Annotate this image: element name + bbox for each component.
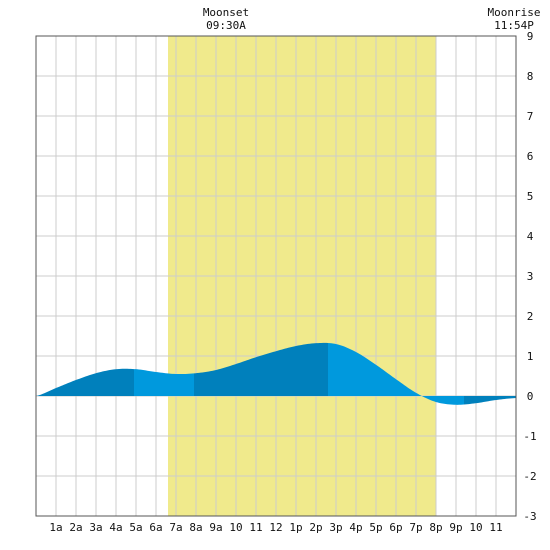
x-tick-label: 12 xyxy=(269,521,282,534)
x-tick-label: 11 xyxy=(489,521,502,534)
x-tick-label: 4a xyxy=(109,521,122,534)
y-tick-label: 4 xyxy=(527,230,534,243)
y-tick-label: -2 xyxy=(523,470,536,483)
y-axis-tick-labels: -3 -2 -1 0 1 2 3 4 5 6 7 8 9 xyxy=(523,30,536,523)
x-tick-label: 6p xyxy=(389,521,402,534)
x-tick-label: 10 xyxy=(229,521,242,534)
y-tick-label: 8 xyxy=(527,70,534,83)
x-tick-label: 5p xyxy=(369,521,382,534)
y-tick-label: -1 xyxy=(523,430,536,443)
y-tick-label: 6 xyxy=(527,150,534,163)
x-tick-label: 7a xyxy=(169,521,182,534)
tide-band xyxy=(134,369,194,396)
plot-frame xyxy=(35,35,517,517)
tide-area xyxy=(36,342,516,405)
x-tick-label: 1a xyxy=(49,521,62,534)
x-tick-label: 10 xyxy=(469,521,482,534)
y-tick-label: 5 xyxy=(527,190,534,203)
tide-band xyxy=(328,342,464,405)
x-tick-label: 2a xyxy=(69,521,82,534)
x-tick-label: 2p xyxy=(309,521,322,534)
x-tick-label: 5a xyxy=(129,521,142,534)
x-tick-label: 8p xyxy=(429,521,442,534)
y-tick-label: 9 xyxy=(527,30,534,43)
tide-band xyxy=(464,396,516,405)
x-axis-tick-labels: 1a 2a 3a 4a 5a 6a 7a 8a 9a 10 11 12 1p 2p 3p 4p 5p 6p 7p 8p… xyxy=(49,521,502,534)
tide-band xyxy=(194,342,328,396)
y-tick-label: 1 xyxy=(527,350,534,363)
x-tick-label: 4p xyxy=(349,521,362,534)
x-tick-label: 9p xyxy=(449,521,462,534)
moon-event-time: 11:54P xyxy=(494,19,534,32)
moon-event-time: 09:30A xyxy=(206,19,246,32)
x-tick-label: 1p xyxy=(289,521,302,534)
grid-lines xyxy=(35,35,517,517)
y-tick-label: 7 xyxy=(527,110,534,123)
tide-band xyxy=(36,368,134,396)
moon-event-label: Moonset xyxy=(203,6,249,19)
plot-border xyxy=(35,35,517,517)
x-tick-label: 11 xyxy=(249,521,262,534)
moon-event-label: Moonrise xyxy=(488,6,541,19)
y-tick-label: 2 xyxy=(527,310,534,323)
x-tick-label: 3a xyxy=(89,521,102,534)
y-tick-label: 3 xyxy=(527,270,534,283)
x-tick-label: 9a xyxy=(209,521,222,534)
x-tick-label: 7p xyxy=(409,521,422,534)
x-tick-label: 3p xyxy=(329,521,342,534)
y-tick-label: -3 xyxy=(523,510,536,523)
x-tick-label: 6a xyxy=(149,521,162,534)
y-tick-label: 0 xyxy=(527,390,534,403)
x-tick-label: 8a xyxy=(189,521,202,534)
